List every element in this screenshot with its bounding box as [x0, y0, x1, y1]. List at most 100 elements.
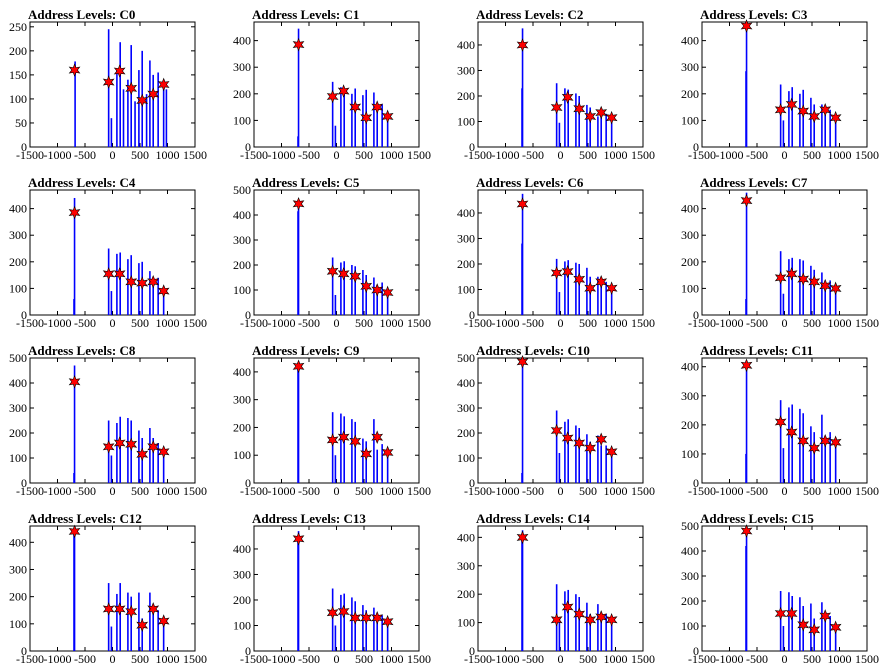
x-tick-label: -500: [522, 652, 544, 666]
peak-marker: [516, 530, 529, 545]
plot-frame: [29, 525, 196, 652]
y-tick-label: 300: [681, 60, 699, 74]
peak-marker: [808, 274, 821, 289]
peak-marker: [550, 423, 563, 438]
x-tick-label: 1000: [380, 148, 404, 162]
x-tick-label: -1500: [464, 148, 492, 162]
peak-marker: [516, 197, 529, 211]
x-tick-label: -1500: [688, 484, 716, 498]
x-tick-label: -500: [74, 148, 96, 162]
chart-title: Address Levels: C14: [476, 511, 590, 526]
plot-frame: [701, 525, 868, 652]
y-tick-label: 400: [681, 544, 699, 558]
peak-marker: [102, 75, 115, 89]
y-tick-label: 200: [457, 257, 475, 271]
peak-marker: [360, 279, 373, 294]
peak-marker: [349, 100, 362, 114]
peak-marker: [797, 617, 810, 632]
y-tick-label: 0: [469, 476, 475, 490]
peak-marker: [371, 430, 384, 445]
y-tick-label: 300: [457, 559, 475, 573]
y-tick-label: 400: [457, 206, 475, 220]
y-tick-label: 400: [9, 535, 27, 549]
chart-panel-14: Address Levels: C14 0 100 200 300 400 -1500 -10…: [457, 511, 655, 666]
x-tick-label: 500: [579, 652, 597, 666]
chart-title: Address Levels: C11: [700, 343, 813, 358]
x-tick-label: 1500: [183, 316, 207, 330]
y-tick-label: 100: [9, 451, 27, 465]
x-tick-label: 500: [355, 316, 373, 330]
y-tick-label: 300: [457, 401, 475, 415]
x-tick-label: 0: [334, 316, 340, 330]
chart-title: Address Levels: C8: [28, 343, 136, 358]
x-tick-label: 1500: [407, 148, 431, 162]
y-tick-label: 300: [9, 228, 27, 242]
peak-marker: [360, 110, 373, 125]
peak-marker: [125, 274, 138, 289]
chart-panel-12: Address Levels: C12 0 100 200 300 400 -1500 -10…: [9, 511, 207, 666]
y-tick-label: 0: [21, 644, 27, 658]
peak-marker: [157, 284, 170, 298]
chart-title: Address Levels: C6: [476, 175, 584, 190]
peak-marker: [829, 435, 842, 450]
x-tick-label: 0: [110, 316, 116, 330]
x-tick-label: -1000: [268, 652, 296, 666]
y-tick-label: 500: [9, 351, 27, 365]
peak-marker: [516, 38, 529, 52]
peak-marker: [605, 281, 618, 296]
x-tick-label: -500: [522, 148, 544, 162]
y-tick-label: 200: [9, 590, 27, 604]
peak-marker: [360, 446, 373, 461]
y-tick-label: 100: [457, 616, 475, 630]
x-tick-label: 1500: [855, 484, 879, 498]
chart-title: Address Levels: C12: [28, 511, 142, 526]
y-tick-label: 300: [233, 233, 251, 247]
peak-marker: [740, 358, 753, 373]
x-tick-label: -1500: [16, 316, 44, 330]
plot-frame: [477, 357, 644, 484]
x-tick-label: 1500: [631, 148, 655, 162]
peak-marker: [584, 109, 597, 124]
chart-panel-5: Address Levels: C50100200300400500-1500-…: [233, 175, 431, 330]
peak-marker: [381, 614, 394, 629]
x-tick-label: 0: [782, 652, 788, 666]
chart-panel-15: Address Levels: C15 0 100 200 300 400 500 -1500…: [681, 511, 879, 666]
y-tick-label: 200: [9, 44, 27, 58]
y-tick-label: 200: [681, 594, 699, 608]
y-tick-label: 400: [233, 208, 251, 222]
peak-marker: [337, 84, 350, 98]
peak-marker: [740, 19, 753, 33]
x-tick-label: -500: [74, 484, 96, 498]
y-tick-label: 0: [693, 476, 699, 490]
y-tick-label: 0: [469, 644, 475, 658]
x-tick-label: -1000: [716, 652, 744, 666]
x-tick-label: 500: [579, 148, 597, 162]
peak-marker: [125, 81, 138, 96]
x-tick-label: -1500: [240, 316, 268, 330]
x-tick-label: -500: [522, 484, 544, 498]
chart-title: Address Levels: C4: [28, 175, 136, 190]
y-tick-label: 300: [457, 231, 475, 245]
plot-frame: [253, 189, 420, 316]
y-tick-label: 150: [9, 68, 27, 82]
x-tick-label: -1500: [688, 652, 716, 666]
chart-panel-2: Address Levels: C2 0 100 200 300 400 -1500 -100…: [457, 7, 655, 162]
x-tick-label: -1000: [44, 652, 72, 666]
x-tick-label: -1500: [688, 316, 716, 330]
y-tick-label: 0: [693, 644, 699, 658]
x-tick-label: -1500: [16, 148, 44, 162]
x-tick-label: -500: [746, 484, 768, 498]
x-tick-label: -1000: [492, 148, 520, 162]
x-tick-label: 1500: [407, 316, 431, 330]
x-tick-label: 1000: [156, 316, 180, 330]
peak-marker: [125, 437, 138, 452]
x-tick-label: -1000: [44, 316, 72, 330]
peak-marker: [337, 430, 350, 445]
peak-marker: [740, 193, 753, 208]
peak-marker: [136, 276, 149, 290]
x-tick-label: -500: [298, 652, 320, 666]
chart-panel-3: Address Levels: C3 0 100 200 300 400 -1500 -100…: [681, 7, 879, 162]
x-tick-label: 1000: [156, 484, 180, 498]
x-tick-label: -1000: [716, 148, 744, 162]
